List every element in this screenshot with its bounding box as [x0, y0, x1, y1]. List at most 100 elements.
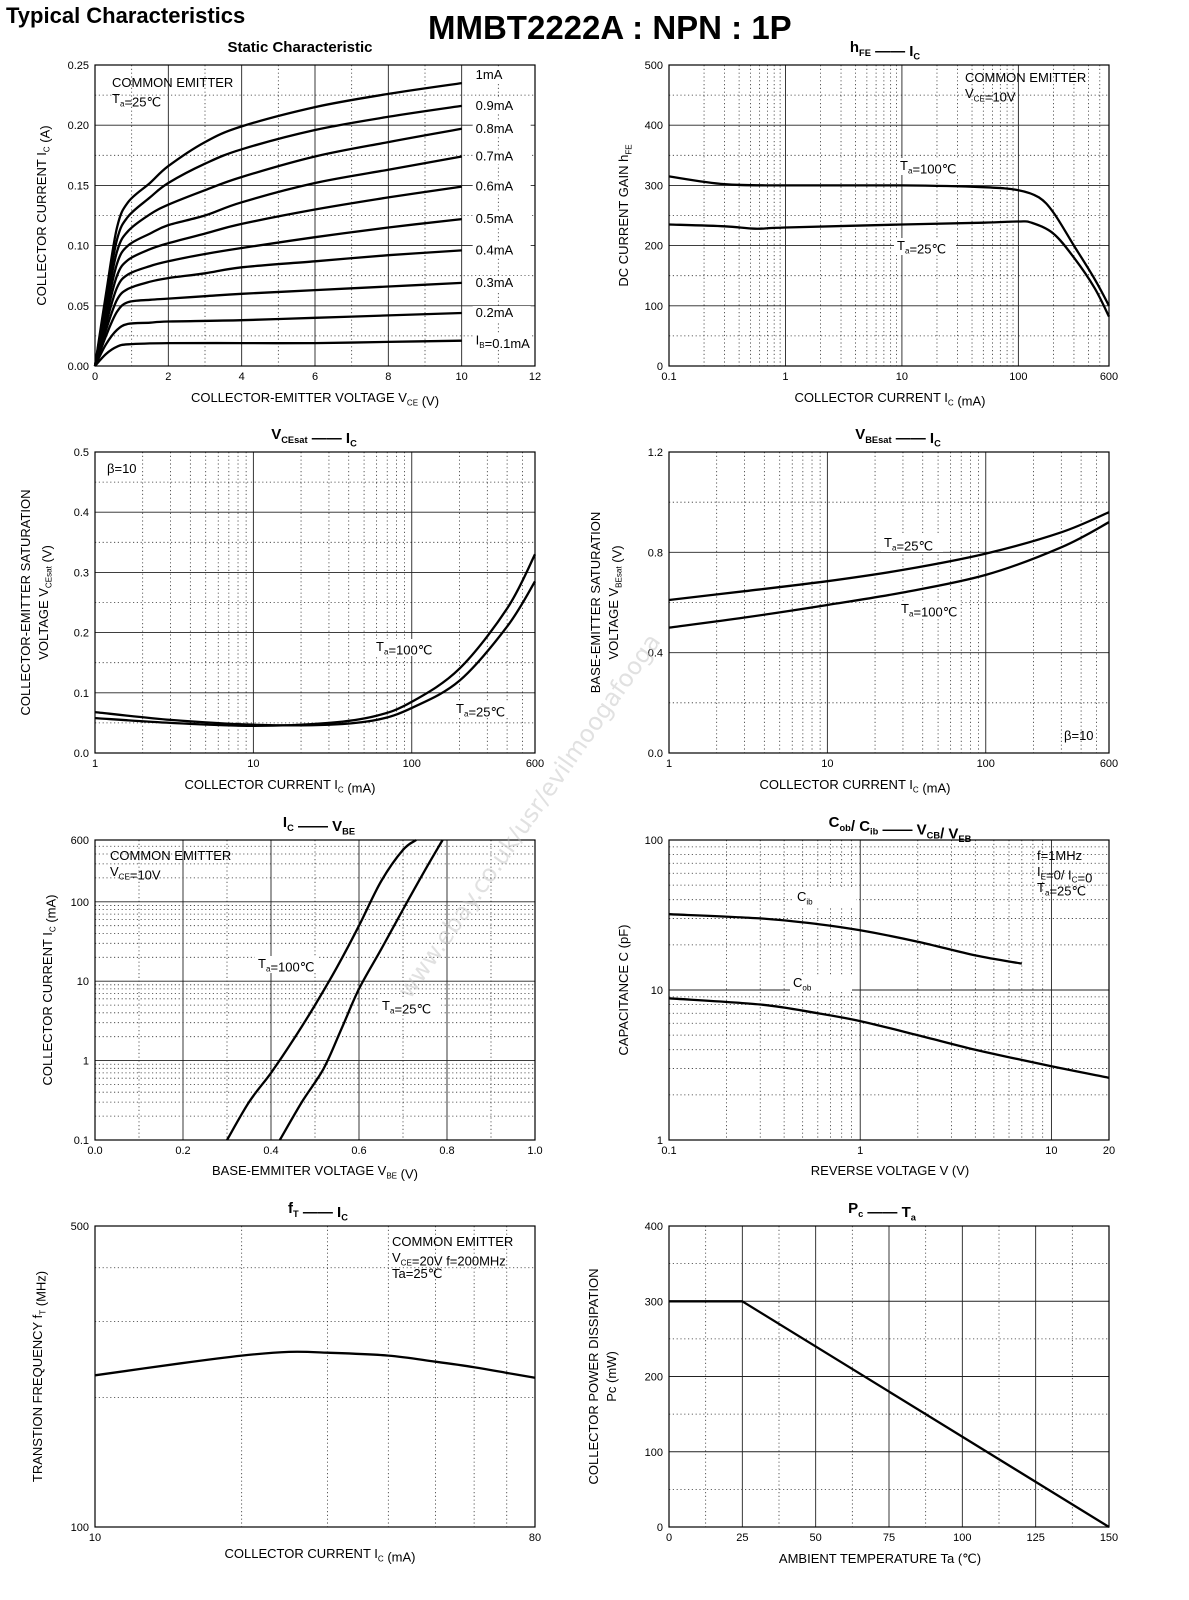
y-axis-label: COLLECTOR CURRENT IC (A)	[34, 125, 52, 305]
y-tick-label: 0.15	[68, 180, 89, 192]
plot-frame	[94, 451, 536, 754]
series-label-bg	[472, 121, 531, 137]
annotation-line: COMMON EMITTER	[110, 848, 231, 863]
y-tick-label: 0.3	[74, 567, 89, 579]
x-tick-label: 1	[857, 1145, 863, 1157]
plot-frame	[94, 839, 536, 1141]
y-tick-label: 100	[71, 897, 89, 909]
series-label-bg	[898, 601, 960, 618]
annotation-line: VCE=20V f=200MHz	[392, 1250, 506, 1268]
y-tick-label: 10	[77, 976, 89, 988]
annotation-line: COMMON EMITTER	[392, 1234, 513, 1249]
series-line-9	[94, 339, 462, 367]
x-axis-label: COLLECTOR CURRENT IC (mA)	[795, 390, 986, 408]
series-label-bg	[881, 535, 943, 552]
y-axis-label-line2: Pc (mW)	[604, 1351, 619, 1402]
y-tick-label: 0	[657, 361, 663, 373]
series-label: 0.6mA	[476, 179, 514, 194]
series-label: 0.8mA	[476, 121, 514, 136]
series-line-1	[94, 580, 536, 727]
plot-frame	[668, 1225, 1110, 1528]
y-tick-label: 0.0	[648, 748, 663, 760]
annotation-line: IE=0/ IC=0	[1037, 864, 1092, 886]
series-line-4	[93, 185, 462, 367]
plot-frame	[668, 64, 1110, 367]
x-tick-label: 100	[1009, 371, 1027, 383]
y-tick-label: 400	[645, 120, 663, 132]
annotation-line: Ta=25℃	[1037, 880, 1086, 898]
series-line-0	[94, 1350, 536, 1379]
y-tick-label: 0.00	[68, 361, 89, 373]
plot-frame	[668, 451, 1110, 754]
series-label: Ta=25℃	[382, 998, 431, 1016]
annotation-line: f=1MHz	[1037, 848, 1082, 863]
series-label-bg	[373, 639, 435, 656]
series-label: 0.7mA	[476, 149, 514, 164]
x-tick-label: 0.2	[175, 1145, 190, 1157]
series-label: Cob	[793, 975, 812, 992]
x-tick-label: 1.0	[527, 1145, 542, 1157]
chart-hfe: 0.1 1 10 100 600 0 100 200 300 400 500 hFE —— IC COL…	[616, 39, 1118, 408]
y-tick-label: 100	[645, 835, 663, 847]
series-line-0	[669, 1300, 1110, 1528]
x-tick-label: 10	[456, 371, 468, 383]
x-axis-label: COLLECTOR CURRENT IC (mA)	[185, 777, 376, 795]
x-tick-label: 125	[1026, 1532, 1044, 1544]
y-tick-label: 100	[645, 1447, 663, 1459]
part-title: MMBT2222A : NPN : 1P	[428, 9, 792, 46]
x-tick-label: 10	[896, 371, 908, 383]
series-label: Ta=25℃	[897, 238, 946, 256]
y-tick-label: 0.4	[74, 507, 89, 519]
y-tick-label: 0.1	[74, 688, 89, 700]
x-tick-label: 10	[247, 758, 259, 770]
series-label: IB=0.1mA	[476, 333, 530, 351]
series-label-bg	[472, 243, 531, 259]
series-line-0	[668, 511, 1110, 602]
x-axis-label: AMBIENT TEMPERATURE Ta (℃)	[779, 1551, 981, 1566]
series-label-bg	[472, 98, 531, 114]
annotation-line: β=10	[1064, 728, 1094, 743]
y-tick-label: 200	[645, 1372, 663, 1384]
y-axis-label: CAPACITANCE C (pF)	[616, 925, 631, 1056]
series-label: 0.2mA	[476, 305, 514, 320]
y-tick-label: 0.2	[74, 628, 89, 640]
x-tick-label: 1	[92, 758, 98, 770]
y-tick-label: 0.4	[648, 648, 663, 660]
x-tick-label: 50	[810, 1532, 822, 1544]
series-line-1	[93, 104, 462, 367]
series-label-bg	[897, 158, 959, 175]
x-tick-label: 0.1	[661, 371, 676, 383]
series-label-bg	[472, 333, 531, 349]
series-label: 0.5mA	[476, 211, 514, 226]
chart-ft: 10 80 100 500 fT —— IC COLLECTOR CURRENT IC (…	[30, 1200, 541, 1564]
chart-pc: 0 25 50 75 100 125 150 0 100 200 300 400 Pc —— Ta AMB…	[586, 1200, 1118, 1566]
y-axis-label-line2: VOLTAGE VCEsat (V)	[36, 545, 54, 660]
series-label: 0.9mA	[476, 98, 514, 113]
x-tick-label: 1	[782, 371, 788, 383]
annotation-line: COMMON EMITTER	[112, 75, 233, 90]
y-tick-label: 1	[657, 1135, 663, 1147]
y-axis-label: BASE-EMITTER SATURATION	[588, 512, 603, 694]
x-tick-label: 100	[953, 1532, 971, 1544]
x-tick-label: 10	[89, 1532, 101, 1544]
series-line-8	[93, 311, 462, 367]
y-tick-label: 600	[71, 835, 89, 847]
series-line-6	[93, 249, 462, 367]
y-axis-label: COLLECTOR CURRENT IC (mA)	[40, 895, 58, 1086]
series-label-bg	[472, 212, 531, 228]
x-tick-label: 1	[666, 758, 672, 770]
plot-frame	[94, 1225, 536, 1528]
y-tick-label: 200	[645, 241, 663, 253]
y-tick-label: 500	[645, 60, 663, 72]
annotation-line: Ta=25℃	[392, 1266, 442, 1281]
series-line-1	[278, 839, 444, 1141]
x-tick-label: 8	[385, 371, 391, 383]
y-tick-label: 0.10	[68, 241, 89, 253]
y-tick-label: 400	[645, 1221, 663, 1233]
charts-layer: 0 2 4 6 8 10 120.000.050.100.150.200.25Static …	[18, 39, 1118, 1566]
annotation-line: VCE=10V	[110, 864, 161, 882]
x-tick-label: 0.1	[661, 1145, 676, 1157]
x-tick-label: 100	[403, 758, 421, 770]
series-line-1	[668, 997, 1110, 1079]
series-line-0	[668, 175, 1111, 307]
